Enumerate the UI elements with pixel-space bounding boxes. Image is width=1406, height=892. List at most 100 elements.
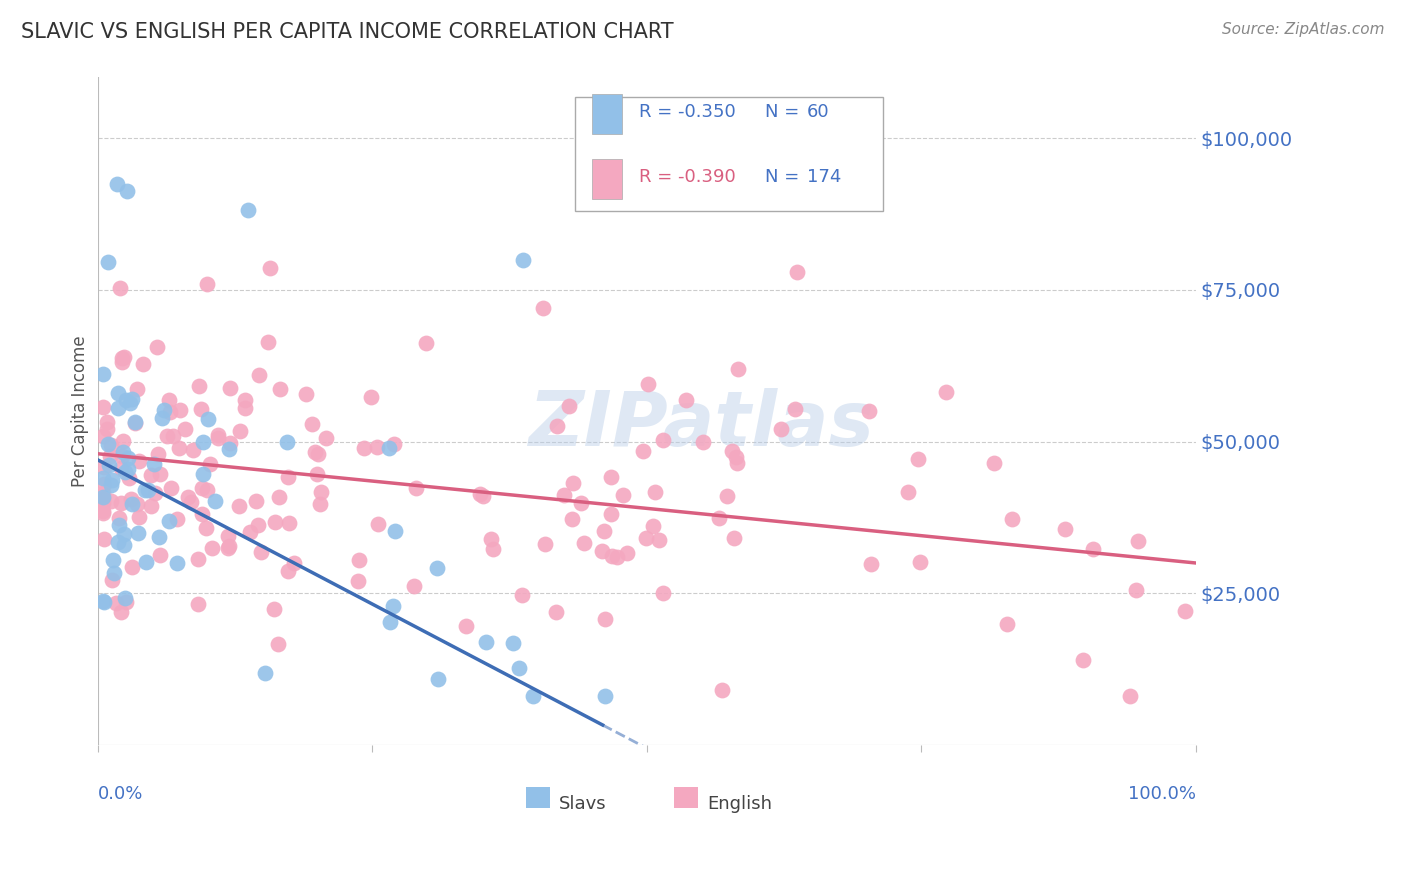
Point [367, 517, 389, 532]
Point [180, 495, 202, 509]
Point [169, 403, 191, 417]
Point [228, 499, 250, 513]
Point [134, 483, 156, 497]
Point [93, 594, 115, 608]
Point [482, 541, 505, 556]
Point [188, 379, 211, 393]
Point [127, 497, 149, 511]
Point [218, 435, 240, 450]
Point [91, 485, 114, 500]
Point [190, 401, 212, 416]
Text: SLAVIC VS ENGLISH PER CAPITA INCOME CORRELATION CHART: SLAVIC VS ENGLISH PER CAPITA INCOME CORR… [21, 22, 673, 42]
Point [239, 524, 262, 539]
Point [127, 525, 149, 540]
Point [91, 367, 114, 381]
Point [110, 605, 132, 619]
Point [101, 553, 124, 567]
Point [263, 602, 285, 616]
Point [468, 487, 491, 501]
Point [707, 510, 730, 524]
Point [257, 334, 280, 349]
Point [105, 178, 128, 192]
Point [217, 529, 239, 543]
Point [561, 512, 583, 526]
Point [269, 382, 291, 396]
Point [159, 405, 181, 419]
Point [112, 538, 135, 552]
Point [309, 497, 332, 511]
Point [267, 636, 290, 650]
Point [149, 467, 172, 481]
Point [553, 488, 575, 502]
Point [157, 392, 180, 407]
Point [347, 574, 370, 589]
Point [194, 521, 217, 535]
Point [114, 465, 136, 479]
Point [711, 683, 734, 698]
Point [207, 431, 229, 445]
Point [93, 459, 115, 474]
Point [115, 392, 138, 407]
Point [347, 553, 370, 567]
Point [141, 499, 163, 513]
Point [91, 594, 114, 608]
Point [384, 524, 406, 538]
Point [160, 481, 183, 495]
Point [634, 531, 657, 545]
Point [191, 467, 214, 481]
Point [546, 605, 568, 619]
Point [197, 412, 219, 426]
Point [983, 456, 1005, 470]
Point [283, 556, 305, 570]
Point [107, 535, 129, 549]
Point [562, 475, 585, 490]
Point [510, 588, 533, 602]
Point [148, 447, 170, 461]
Text: N =: N = [765, 168, 806, 186]
Point [858, 403, 880, 417]
Point [1071, 653, 1094, 667]
Point [637, 376, 659, 391]
Point [595, 690, 617, 704]
Point [859, 557, 882, 571]
Point [125, 382, 148, 396]
Point [727, 361, 749, 376]
Text: Source: ZipAtlas.com: Source: ZipAtlas.com [1222, 22, 1385, 37]
Point [382, 437, 405, 451]
Point [103, 566, 125, 581]
Point [723, 531, 745, 545]
Point [593, 524, 616, 538]
Point [245, 494, 267, 508]
Point [100, 477, 122, 491]
Point [897, 485, 920, 500]
Point [91, 400, 114, 414]
Point [233, 401, 256, 415]
Point [166, 556, 188, 570]
Point [616, 546, 638, 560]
Point [100, 493, 122, 508]
Point [201, 541, 224, 556]
Point [612, 488, 634, 502]
Point [100, 449, 122, 463]
Bar [592, 95, 623, 134]
Point [415, 336, 437, 351]
Point [647, 533, 669, 547]
Point [93, 477, 115, 491]
Text: Slavs: Slavs [558, 795, 606, 814]
Point [218, 539, 240, 553]
Point [1125, 582, 1147, 597]
Point [91, 506, 114, 520]
Point [935, 384, 957, 399]
Point [600, 549, 623, 564]
Point [166, 512, 188, 526]
Point [101, 574, 124, 588]
Point [91, 490, 114, 504]
Point [204, 494, 226, 508]
Point [591, 543, 613, 558]
Point [426, 560, 449, 574]
Point [139, 467, 162, 482]
Point [479, 532, 502, 546]
Point [269, 490, 291, 504]
Point [512, 252, 534, 267]
Point [115, 595, 138, 609]
